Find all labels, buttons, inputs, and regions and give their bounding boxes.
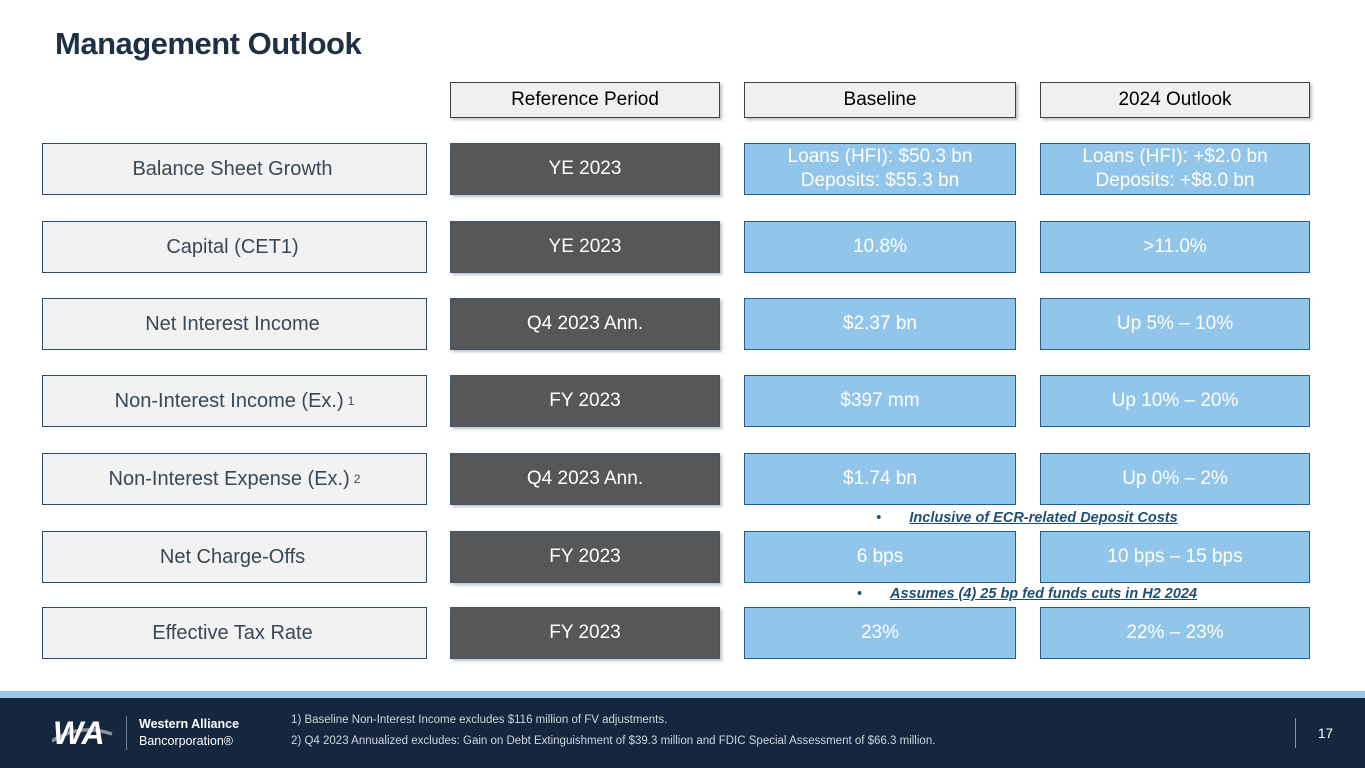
row-label-text: Capital (CET1) xyxy=(166,235,299,258)
column-header-2024-outlook: 2024 Outlook xyxy=(1040,82,1310,118)
row-label-text: Net Interest Income xyxy=(145,312,320,335)
logo-divider xyxy=(126,716,127,750)
page-number-block: 17 xyxy=(1294,718,1333,748)
page-number: 17 xyxy=(1317,725,1333,741)
baseline-value-cell: $2.37 bn xyxy=(744,298,1016,350)
annotation-ecr-deposit-costs: • Inclusive of ECR-related Deposit Costs xyxy=(744,507,1310,529)
company-name-line1: Western Alliance xyxy=(139,717,240,732)
row-label-text: Balance Sheet Growth xyxy=(132,157,333,180)
row-label-text: Net Charge-Offs xyxy=(159,545,306,568)
row-label-balance-sheet-growth: Balance Sheet Growth xyxy=(42,143,427,195)
footnotes: 1) Baseline Non-Interest Income excludes… xyxy=(291,709,935,758)
row-label-non-interest-expense: Non-Interest Expense (Ex.) 2 xyxy=(42,453,427,505)
row-label-capital-cet1: Capital (CET1) xyxy=(42,221,427,273)
reference-period-cell: FY 2023 xyxy=(450,607,720,659)
outlook-value-cell: Up 5% – 10% xyxy=(1040,298,1310,350)
baseline-value-cell: 6 bps xyxy=(744,531,1016,583)
company-name: Western Alliance Bancorporation® xyxy=(139,716,239,750)
annotation-text: Inclusive of ECR-related Deposit Costs xyxy=(909,510,1178,526)
column-header-reference-period: Reference Period xyxy=(450,82,720,118)
western-alliance-logo: WA Western Alliance Bancorporation® xyxy=(52,713,239,753)
row-label-net-interest-income: Net Interest Income xyxy=(42,298,427,350)
reference-period-cell: YE 2023 xyxy=(450,143,720,195)
annotation-text: Assumes (4) 25 bp fed funds cuts in H2 2… xyxy=(890,586,1198,602)
page-title: Management Outlook xyxy=(55,26,362,61)
footer: WA Western Alliance Bancorporation® 1) B… xyxy=(0,698,1365,768)
wa-logo-icon: WA xyxy=(52,715,113,751)
footnote-1: 1) Baseline Non-Interest Income excludes… xyxy=(291,713,668,726)
row-label-effective-tax-rate: Effective Tax Rate xyxy=(42,607,427,659)
baseline-value-cell: Loans (HFI): $50.3 bn Deposits: $55.3 bn xyxy=(744,143,1016,195)
outlook-value-cell: Up 10% – 20% xyxy=(1040,375,1310,427)
row-label-text: Non-Interest Income (Ex.) xyxy=(114,389,344,412)
reference-period-cell: YE 2023 xyxy=(450,221,720,273)
reference-period-cell: FY 2023 xyxy=(450,375,720,427)
reference-period-cell: Q4 2023 Ann. xyxy=(450,453,720,505)
company-name-line2: Bancorporation® xyxy=(139,734,233,748)
row-label-text: Effective Tax Rate xyxy=(152,621,313,644)
outlook-value-cell: Up 0% – 2% xyxy=(1040,453,1310,505)
outlook-value-cell: 10 bps – 15 bps xyxy=(1040,531,1310,583)
footnote-2: 2) Q4 2023 Annualized excludes: Gain on … xyxy=(291,735,936,747)
baseline-value-cell: $397 mm xyxy=(744,375,1016,427)
bullet-icon: • xyxy=(856,586,863,602)
footnote-superscript: 2 xyxy=(353,472,361,486)
row-label-non-interest-income: Non-Interest Income (Ex.) 1 xyxy=(42,375,427,427)
baseline-value-cell: $1.74 bn xyxy=(744,453,1016,505)
column-header-baseline: Baseline xyxy=(744,82,1016,118)
outlook-value-cell: 22% – 23% xyxy=(1040,607,1310,659)
baseline-value-cell: 23% xyxy=(744,607,1016,659)
footnote-superscript: 1 xyxy=(347,394,355,408)
bullet-icon: • xyxy=(876,510,882,526)
outlook-value-cell: >11.0% xyxy=(1040,221,1310,273)
reference-period-cell: Q4 2023 Ann. xyxy=(450,298,720,350)
outlook-value-cell: Loans (HFI): +$2.0 bn Deposits: +$8.0 bn xyxy=(1040,143,1310,195)
row-label-net-charge-offs: Net Charge-Offs xyxy=(42,531,427,583)
footer-accent-bar xyxy=(0,691,1365,698)
baseline-value-cell: 10.8% xyxy=(744,221,1016,273)
annotation-fed-funds-cuts: • Assumes (4) 25 bp fed funds cuts in H2… xyxy=(744,583,1310,605)
reference-period-cell: FY 2023 xyxy=(450,531,720,583)
svg-text:WA: WA xyxy=(53,715,105,751)
row-label-text: Non-Interest Expense (Ex.) xyxy=(108,467,350,490)
page-number-divider xyxy=(1294,718,1296,748)
